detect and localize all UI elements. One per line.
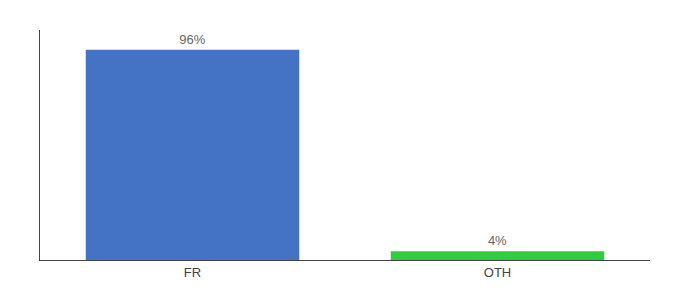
svg-text:OTH: OTH xyxy=(484,265,511,280)
svg-text:FR: FR xyxy=(184,265,201,280)
svg-text:96%: 96% xyxy=(179,32,205,47)
svg-text:4%: 4% xyxy=(488,233,507,248)
